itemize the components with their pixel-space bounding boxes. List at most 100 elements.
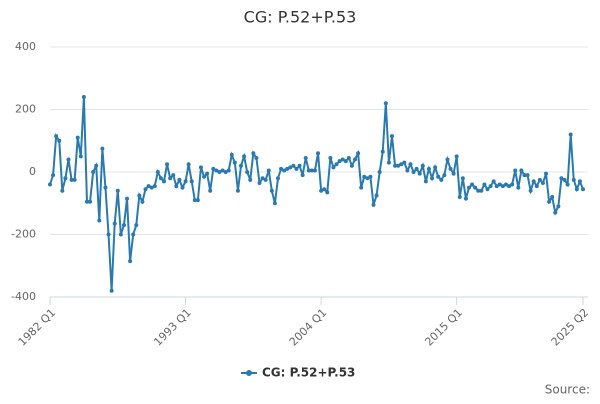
data-point	[226, 168, 231, 173]
data-point	[140, 199, 145, 204]
data-point	[525, 173, 530, 178]
data-point	[115, 188, 120, 193]
data-point	[457, 195, 462, 199]
data-point	[510, 182, 515, 187]
data-point	[177, 177, 182, 182]
data-point	[63, 176, 68, 181]
data-point	[183, 179, 188, 184]
data-point	[389, 134, 394, 139]
data-point	[260, 176, 265, 181]
data-point	[251, 151, 256, 156]
data-point	[275, 176, 280, 181]
data-point	[217, 170, 222, 174]
data-point	[257, 180, 262, 185]
data-point	[94, 163, 99, 168]
data-point	[331, 165, 336, 170]
data-point	[134, 223, 139, 228]
data-point	[420, 163, 425, 168]
legend-marker	[246, 370, 252, 376]
data-point	[522, 173, 527, 178]
data-point	[568, 132, 573, 137]
data-point	[482, 182, 487, 187]
data-point	[269, 188, 274, 193]
data-point	[436, 174, 441, 179]
data-point	[531, 179, 536, 184]
data-point	[359, 185, 364, 190]
data-point	[106, 232, 111, 237]
data-point	[534, 184, 539, 189]
data-point	[300, 173, 305, 178]
data-point	[371, 202, 376, 207]
data-point	[463, 196, 468, 201]
data-point	[368, 174, 373, 179]
data-point	[109, 288, 114, 293]
data-point	[399, 162, 404, 167]
x-tick-label: 2015 Q1	[422, 306, 465, 349]
data-point	[322, 187, 327, 192]
data-point	[88, 199, 93, 204]
y-tick-label: -400	[11, 290, 36, 303]
data-point	[100, 146, 105, 151]
data-point	[279, 166, 284, 171]
data-point	[448, 166, 453, 171]
data-point	[547, 199, 552, 204]
data-point	[433, 165, 438, 170]
data-point	[91, 170, 96, 174]
data-point	[103, 185, 108, 190]
data-point	[272, 201, 277, 206]
data-point	[516, 185, 521, 190]
data-point	[479, 188, 484, 193]
data-point	[297, 163, 302, 168]
data-point	[54, 134, 59, 139]
data-point	[411, 170, 416, 174]
data-point	[66, 157, 71, 162]
data-point	[248, 177, 253, 182]
data-point	[414, 166, 419, 171]
data-point	[451, 171, 456, 176]
data-point	[467, 185, 472, 190]
data-point	[470, 182, 475, 187]
data-point	[513, 168, 518, 173]
data-point	[263, 177, 268, 182]
data-point	[445, 157, 450, 162]
data-point	[328, 155, 333, 160]
data-point	[396, 163, 401, 168]
data-point	[507, 184, 512, 189]
data-point	[473, 185, 478, 190]
data-point	[97, 218, 102, 223]
y-tick-label: 400	[15, 40, 36, 53]
data-point	[380, 149, 385, 154]
data-point	[460, 176, 465, 181]
data-point	[171, 173, 176, 178]
data-point	[180, 185, 185, 190]
data-point	[491, 179, 496, 184]
data-point	[325, 190, 330, 195]
y-tick-label: -200	[11, 228, 36, 241]
data-point	[69, 177, 74, 182]
data-point	[374, 193, 379, 198]
data-point	[125, 196, 130, 201]
data-point	[220, 168, 225, 173]
data-point	[128, 259, 133, 264]
data-point	[503, 182, 508, 187]
data-point	[155, 170, 160, 174]
data-point	[291, 163, 296, 168]
data-point	[426, 166, 431, 171]
data-point	[288, 165, 293, 170]
data-point	[84, 199, 89, 204]
data-point	[565, 182, 570, 187]
data-point	[574, 187, 579, 192]
data-point	[353, 157, 358, 162]
data-point	[340, 157, 345, 162]
data-point	[245, 170, 250, 174]
data-point	[577, 179, 582, 184]
data-point	[195, 198, 200, 203]
data-point	[402, 160, 407, 165]
y-tick-label: 200	[15, 103, 36, 116]
data-point	[454, 154, 459, 159]
data-point	[223, 170, 228, 174]
data-point	[137, 193, 142, 198]
data-point	[78, 154, 83, 159]
data-point	[553, 210, 558, 215]
